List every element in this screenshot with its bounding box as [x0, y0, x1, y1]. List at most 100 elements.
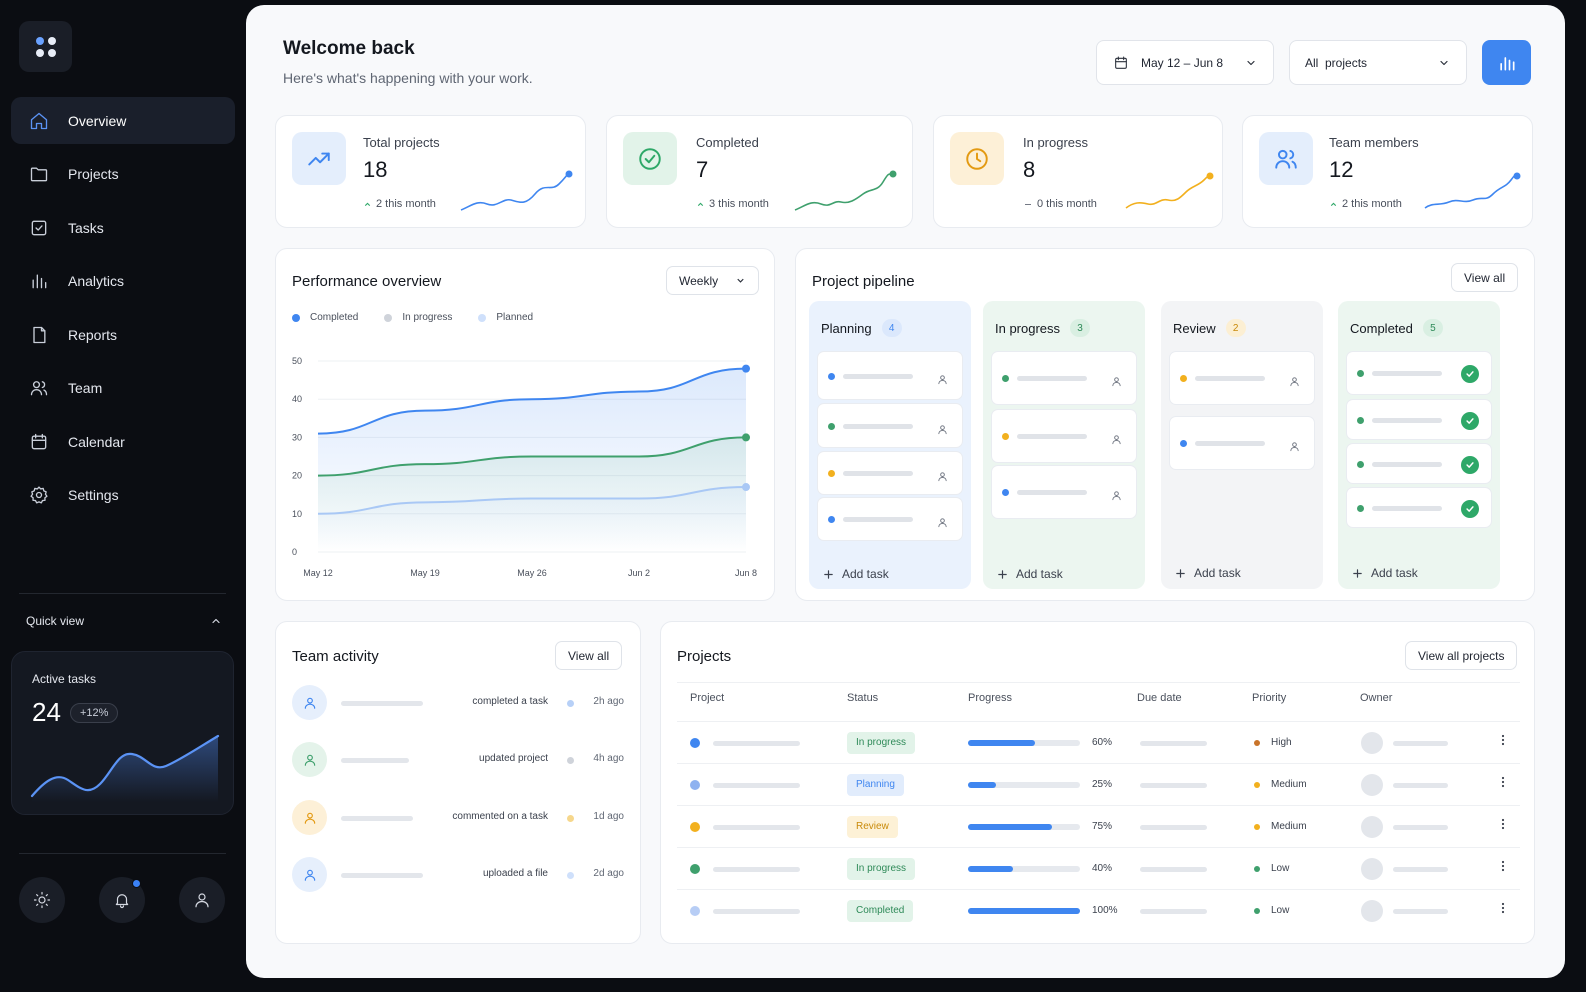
stat-card-total-projects[interactable]: Total projects 18 2 this month [275, 115, 586, 228]
table-row[interactable]: In progress 40% Low [677, 847, 1520, 889]
x-tick-label: May 12 [303, 568, 333, 578]
pipeline-task-card[interactable] [817, 451, 963, 495]
pipeline-view-all-button[interactable]: View all [1451, 263, 1519, 292]
due-date-placeholder [1140, 783, 1207, 788]
user-name-placeholder [341, 701, 423, 706]
more-options-icon[interactable] [1501, 902, 1505, 917]
pipeline-task-card[interactable] [817, 351, 963, 400]
task-status-dot [1002, 489, 1009, 496]
button-label: View all [568, 648, 610, 663]
project-filter-select[interactable]: All projects [1289, 40, 1467, 85]
pipeline-column-header: In progress 3 [995, 319, 1091, 337]
more-options-icon[interactable] [1501, 734, 1505, 749]
period-select[interactable]: Weekly [666, 266, 759, 295]
x-tick-label: May 26 [517, 568, 547, 578]
pipeline-task-card[interactable] [991, 465, 1137, 519]
stat-sparkline [1125, 172, 1214, 209]
pipeline-task-card[interactable] [1169, 416, 1315, 470]
more-options-icon[interactable] [1501, 860, 1505, 875]
date-range-picker[interactable]: May 12 – Jun 8 [1096, 40, 1274, 85]
pipeline-task-card[interactable] [1169, 351, 1315, 405]
add-task-button[interactable]: Add task [823, 567, 889, 581]
status-badge: In progress [847, 858, 916, 880]
active-tasks-value: 24 [32, 697, 61, 727]
sidebar-item-team[interactable]: Team [11, 365, 235, 412]
sidebar-item-overview[interactable]: Overview [11, 97, 235, 144]
sidebar-item-label: Calendar [68, 433, 125, 450]
column-header-priority: Priority [1252, 692, 1287, 704]
view-all-projects-button[interactable]: View all projects [1405, 641, 1518, 670]
active-tasks-card[interactable]: Active tasks 24 +12% [11, 651, 234, 815]
task-status-dot [1180, 375, 1187, 382]
task-status-dot [1002, 433, 1009, 440]
stat-icon-box [623, 132, 677, 185]
sidebar-divider [19, 593, 226, 594]
theme-toggle-button[interactable] [19, 877, 65, 923]
sidebar-divider [19, 853, 226, 854]
sidebar-item-label: Tasks [68, 219, 104, 236]
stat-label: Team members [1329, 135, 1419, 150]
sidebar-item-settings[interactable]: Settings [11, 472, 235, 519]
table-row[interactable]: In progress 60% High [677, 721, 1520, 763]
sidebar-item-analytics[interactable]: Analytics [11, 258, 235, 305]
pipeline-task-card[interactable] [1346, 351, 1492, 395]
stat-card-team-members[interactable]: Team members 12 2 this month [1242, 115, 1533, 228]
add-task-button[interactable]: Add task [1175, 566, 1241, 580]
more-options-icon[interactable] [1501, 776, 1505, 791]
sun-icon [33, 891, 51, 909]
activity-item[interactable]: uploaded a file 2d ago [292, 857, 624, 893]
active-tasks-label: Active tasks [32, 672, 97, 686]
pipeline-task-card[interactable] [991, 351, 1137, 405]
activity-view-all-button[interactable]: View all [555, 641, 623, 670]
task-status-dot [828, 373, 835, 380]
sidebar-item-projects[interactable]: Projects [11, 151, 235, 198]
chart-legend: Completed In progress Planned [292, 312, 533, 323]
user-avatar-icon [292, 857, 327, 892]
stat-value: 12 [1329, 157, 1354, 182]
bell-icon [115, 894, 129, 909]
activity-item[interactable]: updated project 4h ago [292, 742, 624, 778]
table-row[interactable]: Planning 25% Medium [677, 763, 1520, 805]
app-logo[interactable] [19, 21, 72, 72]
project-color-dot [690, 738, 700, 748]
activity-dot [567, 700, 574, 707]
main-content: Welcome back Here's what's happening wit… [246, 5, 1565, 978]
pipeline-column-header: Review 2 [1173, 319, 1246, 337]
profile-button[interactable] [179, 877, 225, 923]
sidebar-item-calendar[interactable]: Calendar [11, 418, 235, 465]
quick-view-toggle[interactable]: Quick view [26, 614, 222, 628]
stat-card-completed[interactable]: Completed 7 3 this month [606, 115, 913, 228]
pipeline-task-card[interactable] [1346, 443, 1492, 484]
add-task-button[interactable]: Add task [1352, 566, 1418, 580]
progress-bar [968, 782, 1080, 788]
due-date-placeholder [1140, 909, 1207, 914]
pipeline-task-card[interactable] [991, 409, 1137, 463]
user-name-placeholder [341, 758, 409, 763]
table-row[interactable]: Completed 100% Low [677, 889, 1520, 931]
pipeline-task-card[interactable] [1346, 487, 1492, 528]
task-title-placeholder [1372, 506, 1442, 511]
pipeline-task-card[interactable] [817, 497, 963, 541]
owner-name-placeholder [1393, 867, 1448, 872]
status-badge: Completed [847, 900, 914, 922]
task-title-placeholder [1017, 376, 1087, 381]
project-color-dot [690, 780, 700, 790]
project-filter-value: All projects [1305, 55, 1368, 70]
notifications-button[interactable] [99, 877, 145, 923]
activity-item[interactable]: completed a task 2h ago [292, 685, 624, 721]
add-task-button[interactable]: Add task [997, 567, 1063, 581]
sidebar-item-tasks[interactable]: Tasks [11, 204, 235, 251]
stat-card-in-progress[interactable]: In progress 8 0 this month [933, 115, 1223, 228]
pipeline-column-header: Planning 4 [821, 319, 902, 337]
more-options-icon[interactable] [1501, 818, 1505, 833]
notification-indicator [132, 879, 141, 888]
table-row[interactable]: Review 75% Medium [677, 805, 1520, 847]
activity-item[interactable]: commented on a task 1d ago [292, 800, 624, 836]
sidebar-item-reports[interactable]: Reports [11, 311, 235, 358]
analytics-view-button[interactable] [1482, 40, 1531, 85]
pipeline-task-card[interactable] [817, 403, 963, 448]
pipeline-task-card[interactable] [1346, 399, 1492, 440]
task-title-placeholder [843, 424, 913, 429]
task-status-dot [1357, 505, 1364, 512]
project-name-placeholder [713, 867, 800, 872]
